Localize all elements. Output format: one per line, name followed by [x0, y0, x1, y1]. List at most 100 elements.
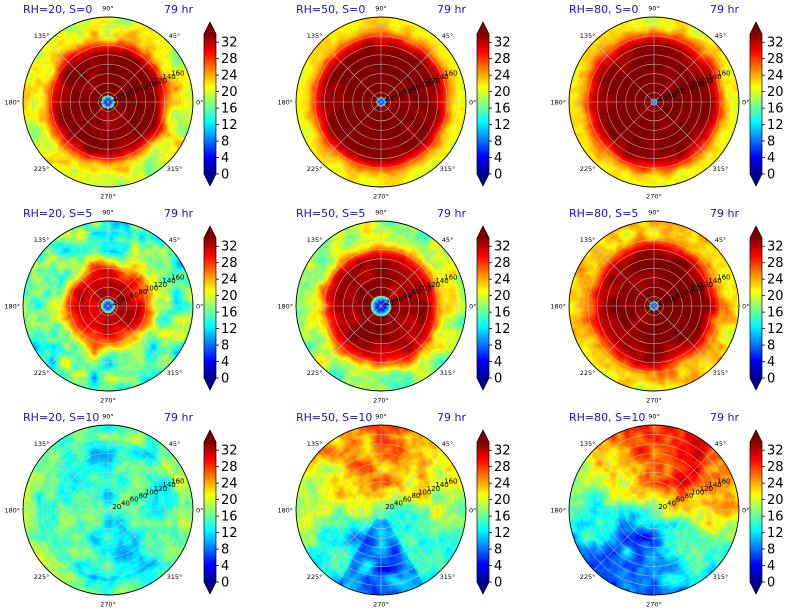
radial-tick-label: 160 [444, 478, 457, 486]
radial-tick-label: 40 [394, 295, 403, 303]
angle-tick-label: 180° [4, 506, 20, 514]
colorbar-max-extend [204, 22, 216, 34]
radial-tick-label: 160 [444, 70, 457, 78]
angle-tick-label: 135° [307, 32, 323, 40]
radial-tick-label: 40 [667, 295, 676, 303]
panel-title: RH=80, S=5 [569, 207, 638, 220]
angle-tick-label: 180° [4, 98, 20, 106]
angular-gridline [107, 305, 169, 367]
radial-tick-label: 40 [667, 91, 676, 99]
angle-tick-label: 180° [550, 506, 566, 514]
angle-tick-label: 0° [469, 506, 476, 514]
angle-tick-label: 90° [648, 208, 660, 216]
radial-tick-label: 60 [676, 292, 685, 300]
angular-gridline [653, 305, 715, 367]
radial-tick-label: 100 [145, 80, 158, 88]
angular-gridline [653, 41, 715, 103]
angle-tick-label: 135° [34, 236, 50, 244]
radial-tick-label: 60 [676, 496, 685, 504]
colorbar-min-extend [750, 378, 762, 390]
colorbar-tick-label: 0 [221, 576, 229, 591]
angular-gridline [593, 509, 655, 571]
colorbar-tick-label: 12 [221, 526, 238, 541]
angular-gridline [320, 245, 382, 307]
angular-gridline [47, 41, 109, 103]
angle-tick-label: 315° [167, 165, 183, 173]
radial-tick-label: 140 [162, 277, 175, 285]
colorbar-max-extend [750, 22, 762, 34]
radial-tick-label: 160 [717, 478, 730, 486]
colorbar-gradient [750, 442, 762, 582]
panel-title: RH=80, S=0 [569, 3, 638, 16]
colorbar-min-extend [477, 378, 489, 390]
colorbar-tick-label: 20 [767, 493, 784, 508]
angle-tick-label: 0° [742, 302, 749, 310]
colorbar-tick-label: 4 [494, 151, 502, 166]
colorbar-tick-label: 28 [221, 52, 238, 67]
colorbar-tick-label: 32 [221, 240, 238, 255]
colorbar-tick-label: 28 [221, 256, 238, 271]
angle-tick-label: 270° [373, 600, 389, 608]
angle-tick-label: 45° [169, 32, 181, 40]
polar-panel-8: 20 40 60 801001201401600°45°90°135°180°225°… [277, 411, 510, 608]
angle-tick-label: 270° [646, 396, 662, 404]
angular-gridline [47, 305, 109, 367]
colorbar-tick-label: 12 [767, 526, 784, 541]
colorbar-tick-label: 12 [494, 526, 511, 541]
angle-tick-label: 45° [715, 236, 727, 244]
colorbar-tick-label: 8 [221, 339, 229, 354]
panel-time-label: 79 hr [710, 207, 739, 220]
angle-tick-label: 0° [469, 98, 476, 106]
radial-tick-label: 60 [130, 496, 139, 504]
polar-frame [568, 16, 740, 188]
colorbar-tick-label: 32 [767, 36, 784, 51]
colorbar-tick-label: 4 [767, 151, 775, 166]
polar-frame [568, 424, 740, 596]
radial-tick-label: 120 [154, 77, 167, 85]
colorbar-gradient [204, 238, 216, 378]
radial-tick-label: 100 [145, 284, 158, 292]
angle-tick-label: 135° [307, 440, 323, 448]
radial-tick-label: 20 [658, 95, 667, 103]
angle-tick-label: 270° [646, 192, 662, 200]
angle-tick-label: 180° [550, 98, 566, 106]
colorbar-max-extend [750, 226, 762, 238]
radial-tick-label: 160 [171, 274, 184, 282]
angle-tick-label: 180° [277, 98, 293, 106]
angle-tick-label: 180° [277, 506, 293, 514]
angular-gridline [320, 41, 382, 103]
radial-tick-label: 20 [112, 95, 121, 103]
panel-time-label: 79 hr [164, 411, 193, 424]
polar-panel-4: 20 40 60 801001201401600°45°90°135°180°225°… [4, 207, 237, 404]
radial-tick-label: 100 [691, 80, 704, 88]
colorbar-tick-label: 12 [221, 322, 238, 337]
colorbar-tick-label: 0 [494, 168, 502, 183]
colorbar-gradient [204, 34, 216, 174]
radial-tick-label: 100 [418, 284, 431, 292]
angle-tick-label: 270° [373, 396, 389, 404]
angle-tick-label: 270° [373, 192, 389, 200]
radial-tick-label: 140 [435, 277, 448, 285]
radial-tick-label: 20 [112, 503, 121, 511]
colorbar-tick-label: 24 [494, 477, 511, 492]
colorbar-tick-label: 24 [494, 273, 511, 288]
panel-title: RH=50, S=5 [296, 207, 365, 220]
angular-gridline [653, 245, 715, 307]
colorbar-tick-label: 16 [221, 510, 238, 525]
radial-tick-label: 20 [658, 503, 667, 511]
radial-tick-label: 140 [162, 481, 175, 489]
angular-gridline [593, 41, 655, 103]
angle-tick-label: 90° [375, 208, 387, 216]
colorbar-tick-label: 28 [767, 52, 784, 67]
angle-tick-label: 225° [580, 573, 596, 581]
colorbar-tick-label: 24 [221, 69, 238, 84]
panel-title: RH=20, S=5 [23, 207, 92, 220]
angle-tick-label: 45° [442, 236, 454, 244]
panel-title: RH=20, S=10 [23, 411, 99, 424]
angle-tick-label: 90° [648, 412, 660, 420]
colorbar-max-extend [477, 226, 489, 238]
colorbar-tick-label: 20 [494, 493, 511, 508]
